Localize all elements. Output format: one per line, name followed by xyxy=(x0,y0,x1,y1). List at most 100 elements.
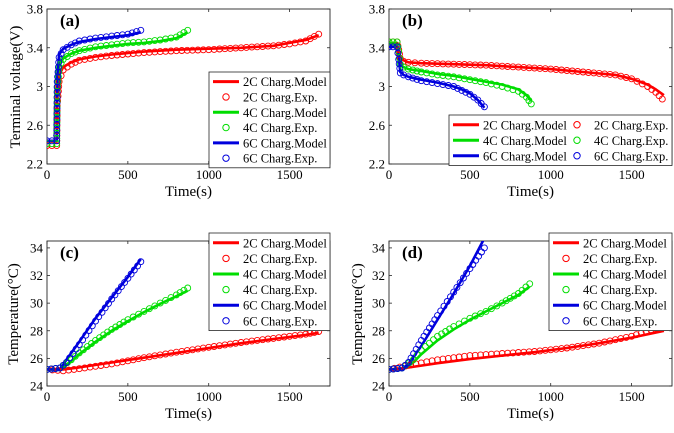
legend-box xyxy=(208,232,331,331)
series-marker xyxy=(184,26,192,34)
series-marker xyxy=(145,353,153,361)
series-marker xyxy=(286,332,294,340)
series-marker xyxy=(487,350,495,358)
y-tick-label: 30 xyxy=(30,296,43,311)
series-marker xyxy=(135,49,143,57)
series-marker xyxy=(97,42,105,50)
series-marker xyxy=(520,348,528,356)
series-marker xyxy=(53,142,61,150)
series-marker xyxy=(487,305,495,313)
x-tick-label: 1500 xyxy=(277,167,303,182)
series-marker xyxy=(541,65,549,73)
series-marker xyxy=(444,60,452,68)
series-marker xyxy=(210,45,218,53)
x-axis-label: Time(s) xyxy=(165,406,212,422)
series-marker xyxy=(480,244,488,252)
series-marker xyxy=(79,336,87,344)
series-marker xyxy=(57,50,65,58)
x-tick-label: 0 xyxy=(386,389,393,404)
y-tick-label: 28 xyxy=(372,323,385,338)
series-marker xyxy=(71,58,79,66)
series-marker xyxy=(493,62,501,70)
series-marker xyxy=(232,339,240,347)
series-marker xyxy=(514,349,522,356)
series-marker xyxy=(82,331,90,339)
series-marker xyxy=(471,61,479,69)
series-marker xyxy=(480,103,488,111)
series-marker xyxy=(506,294,514,302)
series-marker xyxy=(466,352,474,360)
x-axis-label: Time(s) xyxy=(165,184,212,200)
plot-area xyxy=(47,26,323,150)
series-marker xyxy=(97,53,105,61)
series-marker xyxy=(97,33,105,41)
series-marker xyxy=(434,60,441,68)
series-marker xyxy=(275,41,283,49)
panel-label: (c) xyxy=(60,243,79,262)
series-marker xyxy=(67,50,75,58)
series-marker xyxy=(461,61,468,68)
series-marker xyxy=(53,88,61,96)
y-axis-label: Temperature(°C) xyxy=(350,263,366,365)
series-marker xyxy=(453,283,461,291)
series-marker xyxy=(151,352,159,360)
series-marker xyxy=(590,340,598,348)
y-tick-label: 26 xyxy=(372,351,386,366)
series-marker xyxy=(102,33,110,41)
legend-marker-swatch xyxy=(222,93,230,101)
series-marker xyxy=(525,348,533,356)
series-marker xyxy=(183,347,191,355)
series-marker xyxy=(487,62,495,69)
y-tick-label: 32 xyxy=(372,268,385,283)
series-marker xyxy=(111,291,119,299)
series-marker xyxy=(216,342,223,350)
series-marker xyxy=(226,44,234,52)
series-marker xyxy=(275,334,283,342)
series-marker xyxy=(130,266,138,274)
x-tick-label: 500 xyxy=(460,389,480,404)
legend-marker-swatch xyxy=(573,136,581,144)
series-marker xyxy=(176,289,184,297)
series-marker xyxy=(444,82,452,89)
series-marker xyxy=(291,332,299,340)
series-marker xyxy=(389,365,393,373)
y-tick-label: 2.2 xyxy=(369,157,385,172)
series-marker xyxy=(409,66,417,74)
series-marker xyxy=(595,69,603,77)
legend-marker-swatch xyxy=(222,154,230,162)
series-marker xyxy=(48,142,56,150)
series-marker xyxy=(456,279,464,287)
series-marker xyxy=(54,63,62,71)
series-marker xyxy=(461,317,468,325)
series-marker xyxy=(264,42,272,50)
series-marker xyxy=(477,351,485,359)
legend-marker-swatch xyxy=(562,285,570,294)
legend-label: 2C Charg.Exp. xyxy=(243,90,317,104)
series-marker xyxy=(162,47,170,55)
series-marker xyxy=(162,35,170,43)
series-marker xyxy=(552,345,560,353)
series-marker xyxy=(129,313,137,321)
series-marker xyxy=(66,354,74,362)
legend-label: 6C Charg.Exp. xyxy=(243,152,317,166)
y-tick-label: 24 xyxy=(372,379,386,394)
series-marker xyxy=(124,39,132,47)
series-marker xyxy=(310,32,318,40)
series-marker xyxy=(443,298,451,305)
series-marker xyxy=(409,74,417,82)
series-marker xyxy=(53,105,61,112)
series-marker xyxy=(135,38,143,46)
series-marker xyxy=(574,68,582,75)
y-tick-label: 32 xyxy=(30,268,43,283)
series-marker xyxy=(145,48,153,56)
series-marker xyxy=(404,58,412,66)
series-marker xyxy=(129,50,137,58)
legend-label: 4C Charg.Model xyxy=(483,134,567,148)
series-marker xyxy=(92,53,99,61)
series-marker xyxy=(53,124,61,132)
series-marker xyxy=(286,40,294,48)
series-marker xyxy=(140,354,148,362)
series-marker xyxy=(133,28,140,36)
legend-box xyxy=(448,114,673,166)
